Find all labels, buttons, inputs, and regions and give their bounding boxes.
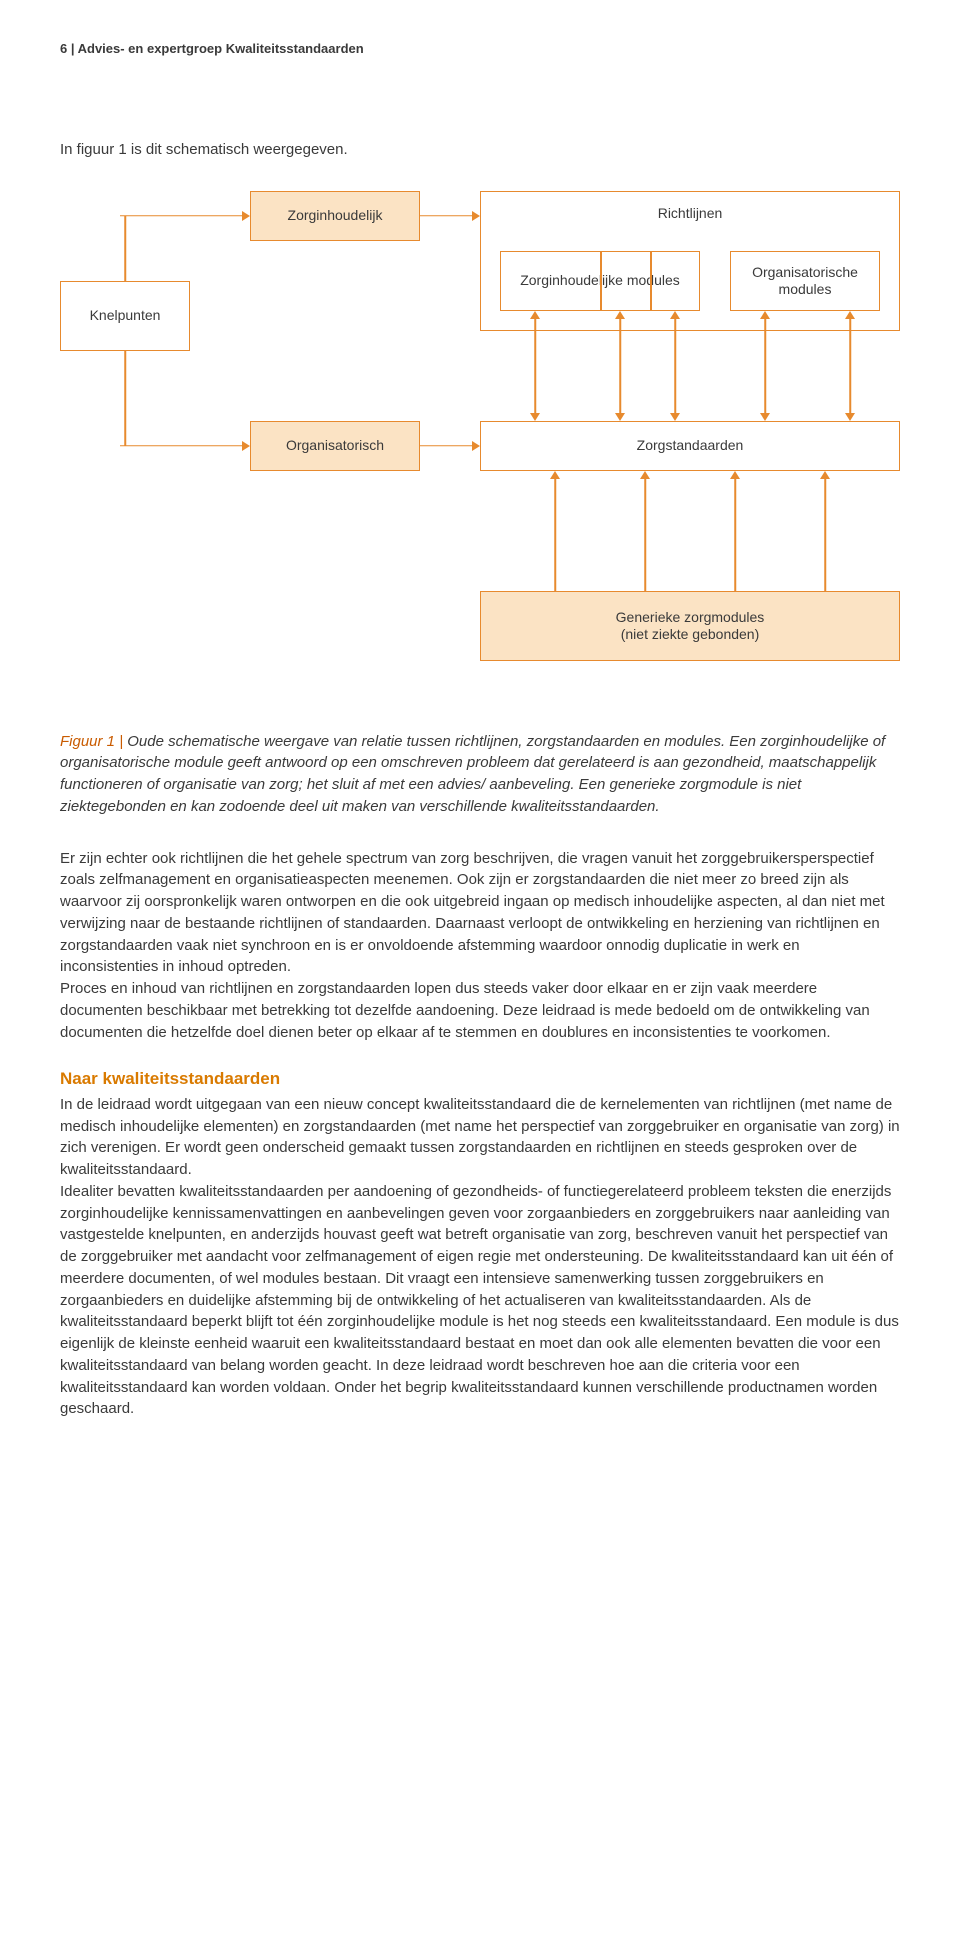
intro-paragraph: In figuur 1 is dit schematisch weergegev… [60,139,900,161]
figure-caption-text: Oude schematische weergave van relatie t… [60,733,885,815]
arrow [550,471,560,591]
arrow [640,471,650,591]
box-organisatorisch: Organisatorisch [250,421,420,471]
arrow [120,211,250,221]
label-richtlijnen: Richtlijnen [480,203,900,223]
section: Naar kwaliteitsstandaarden In de leidraa… [60,1067,900,1420]
arrow [615,311,625,421]
body-block-1: Er zijn echter ook richtlijnen die het g… [60,848,900,1044]
section-heading: Naar kwaliteitsstandaarden [60,1067,900,1092]
paragraph: In de leidraad wordt uitgegaan van een n… [60,1094,900,1181]
arrow [670,311,680,421]
box-zorginhoudelijk: Zorginhoudelijk [250,191,420,241]
paragraph: Proces en inhoud van richtlijnen en zorg… [60,978,900,1043]
label-generieke: Generieke zorgmodules [616,609,765,626]
figure-caption-lead: Figuur 1 | [60,733,127,750]
arrow [120,441,250,451]
divider [600,251,602,311]
arrow [420,211,480,221]
figure-caption: Figuur 1 | Oude schematische weergave va… [60,731,900,818]
box-org-modules: Organisatorische modules [730,251,880,311]
box-generieke: Generieke zorgmodules (niet ziekte gebon… [480,591,900,661]
label-generieke-sub: (niet ziekte gebonden) [621,626,760,643]
box-zorgstandaarden: Zorgstandaarden [480,421,900,471]
arrow [845,311,855,421]
arrow [120,351,130,446]
arrow [420,441,480,451]
arrow [820,471,830,591]
figure-1-diagram: Knelpunten Zorginhoudelijk Richtlijnen Z… [60,191,900,711]
page-header: 6 | Advies- en expertgroep Kwaliteitssta… [60,40,900,59]
paragraph: Idealiter bevatten kwaliteitsstandaarden… [60,1181,900,1420]
arrow [530,311,540,421]
box-knelpunten: Knelpunten [60,281,190,351]
arrow [730,471,740,591]
arrow [760,311,770,421]
arrow [120,216,130,281]
divider [650,251,652,311]
paragraph: Er zijn echter ook richtlijnen die het g… [60,848,900,979]
